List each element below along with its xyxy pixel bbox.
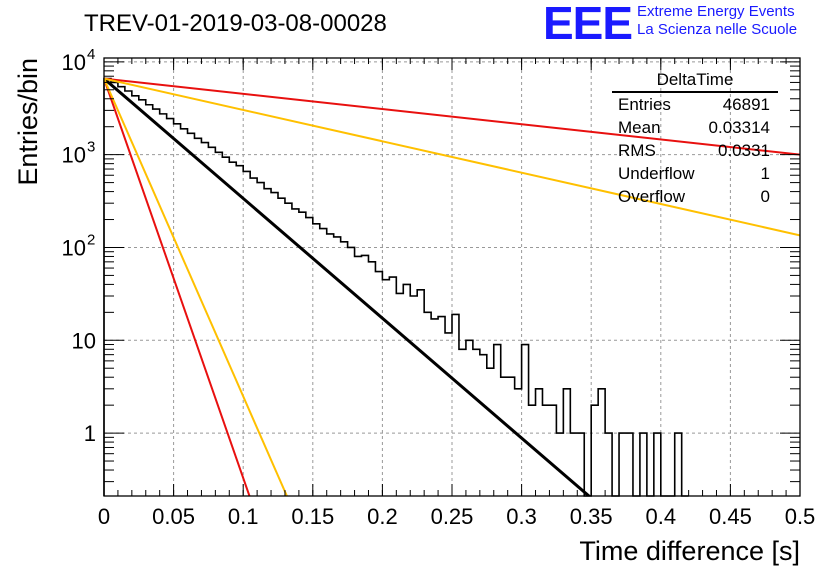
stats-row-overflow: Overflow 0: [612, 185, 778, 208]
stats-row-underflow: Underflow 1: [612, 162, 778, 185]
x-tick-label: 0.5: [785, 504, 816, 529]
eee-logo: EEE: [543, 0, 633, 49]
curve-line-3: [104, 78, 251, 496]
logo-line-2: La Scienza nelle Scuole: [637, 21, 798, 38]
histogram: [103, 77, 689, 497]
stats-value: 0.03314: [708, 118, 770, 137]
stats-label: Overflow: [618, 187, 686, 206]
x-axis-label: Time difference [s]: [579, 536, 800, 566]
x-tick-label: 0.4: [646, 504, 677, 529]
histogram-outline: [103, 77, 689, 497]
y-tick-label: 10: [72, 328, 96, 353]
stats-row-rms: RMS 0.0331: [612, 139, 778, 162]
stats-label: RMS: [618, 141, 656, 160]
stats-label: Underflow: [618, 164, 695, 183]
curve-line-1: [104, 77, 800, 156]
x-tick-label: 0: [98, 504, 110, 529]
x-tick-labels: 0 0.05 0.1 0.15 0.2 0.25 0.3 0.35 0.4 0.45 0.5: [98, 504, 815, 529]
y-tick-exponent: 3: [87, 139, 95, 156]
stats-histogram-name: DeltaTime: [612, 70, 778, 93]
y-tick-label: 10: [62, 235, 86, 260]
y-tick-label: 10: [62, 50, 86, 75]
y-tick-label: 10: [62, 143, 86, 168]
y-axis-label: Entries/bin: [13, 58, 43, 186]
run-title: TREV-01-2019-03-08-00028: [84, 10, 387, 37]
y-tick-exponent: 4: [87, 46, 95, 63]
x-tick-label: 0.15: [291, 504, 334, 529]
curve-line-4: [104, 78, 288, 496]
x-tick-label: 0.3: [506, 504, 537, 529]
logo-line-1: Extreme Energy Events: [637, 3, 795, 20]
stats-label: Mean: [618, 118, 661, 137]
x-tick-label: 0.45: [709, 504, 752, 529]
x-tick-label: 0.1: [228, 504, 259, 529]
eee-logo-caption: Extreme Energy Events La Scienza nelle S…: [637, 3, 797, 39]
stats-value: 46891: [722, 95, 770, 114]
stats-box: DeltaTime Entries 46891 Mean 0.03314 RMS…: [612, 70, 778, 208]
x-tick-label: 0.35: [570, 504, 613, 529]
x-tick-label: 0.2: [367, 504, 398, 529]
stats-row-mean: Mean 0.03314: [612, 116, 778, 139]
y-tick-label: 1: [84, 421, 96, 446]
fit-curves: [104, 77, 800, 496]
stats-row-entries: Entries 46891: [612, 93, 778, 116]
stats-value: 1: [760, 164, 770, 183]
y-tick-exponent: 2: [87, 231, 95, 248]
stats-label: Entries: [618, 95, 671, 114]
curve-line-2: [104, 77, 800, 237]
curve-line-0: [104, 77, 592, 496]
x-tick-label: 0.25: [431, 504, 474, 529]
grid-lines: [104, 58, 800, 496]
stats-value: 0.0331: [718, 141, 770, 160]
stats-value: 0: [760, 187, 770, 206]
x-tick-label: 0.05: [152, 504, 195, 529]
axis-ticks: [103, 58, 801, 496]
